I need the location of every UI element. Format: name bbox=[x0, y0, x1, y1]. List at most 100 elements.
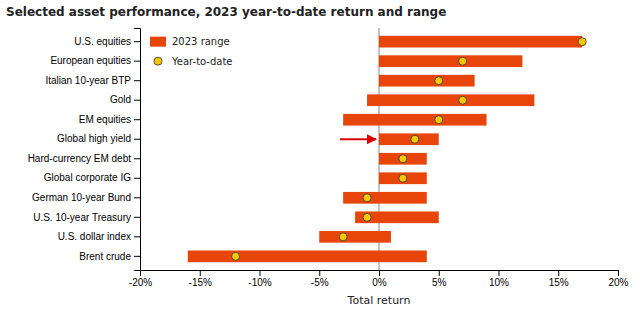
ytd-dot bbox=[399, 155, 407, 163]
range-bar bbox=[188, 250, 427, 262]
ytd-dot bbox=[435, 77, 443, 85]
x-tick: 10% bbox=[489, 270, 509, 288]
y-tick: Brent crude bbox=[79, 251, 140, 262]
x-tick-label: -20% bbox=[129, 277, 152, 288]
y-axis-line bbox=[134, 29, 141, 271]
y-axis: U.S. equities European equities Italian 10… bbox=[28, 29, 141, 271]
y-tick: Global corporate IG bbox=[44, 172, 140, 183]
ytd-dot bbox=[459, 96, 467, 104]
ytd-dot bbox=[363, 213, 371, 221]
ytd-dot bbox=[363, 194, 371, 202]
y-tick-label: U.S. equities bbox=[74, 36, 131, 47]
legend-swatch bbox=[154, 57, 162, 65]
y-tick-label: Gold bbox=[110, 94, 131, 105]
y-tick-mark bbox=[134, 158, 140, 159]
x-tick-mark bbox=[558, 270, 559, 276]
range-bar bbox=[379, 75, 475, 87]
x-axis: -20% -15% -10% -5% 0% 5% 10% 15% 20% bbox=[129, 270, 629, 288]
x-tick: -5% bbox=[311, 270, 329, 288]
plot-area: -20% -15% -10% -5% 0% 5% 10% 15% 20% U.S. equitie… bbox=[28, 28, 629, 288]
y-tick-mark bbox=[134, 100, 140, 101]
x-tick: -15% bbox=[189, 270, 212, 288]
ytd-dot bbox=[578, 38, 586, 46]
marks bbox=[188, 28, 586, 270]
legend: 2023 range Year-to-date bbox=[150, 36, 233, 67]
y-tick-label: Global high yield bbox=[57, 133, 131, 144]
y-tick-label: Hard-currency EM debt bbox=[28, 153, 132, 164]
range-bar bbox=[319, 231, 391, 243]
ytd-dot bbox=[339, 233, 347, 241]
x-tick-label: 15% bbox=[549, 277, 569, 288]
legend-label: Year-to-date bbox=[171, 56, 233, 67]
y-tick-label: German 10-year Bund bbox=[32, 192, 131, 203]
range-bar bbox=[379, 36, 582, 48]
y-tick-mark bbox=[134, 61, 140, 62]
range-bar bbox=[343, 192, 427, 204]
x-tick: 5% bbox=[432, 270, 447, 288]
y-tick-label: European equities bbox=[50, 55, 131, 66]
y-tick-mark bbox=[134, 41, 140, 42]
x-tick-mark bbox=[200, 270, 201, 276]
chart: -20% -15% -10% -5% 0% 5% 10% 15% 20% U.S. equitie… bbox=[0, 0, 640, 312]
y-tick: German 10-year Bund bbox=[32, 192, 140, 203]
range-bar bbox=[379, 153, 427, 165]
x-tick-label: 20% bbox=[608, 277, 628, 288]
x-tick-mark bbox=[319, 270, 320, 276]
range-bar bbox=[343, 114, 486, 126]
range-bar bbox=[379, 55, 522, 67]
y-tick-label: U.S. 10-year Treasury bbox=[33, 212, 131, 223]
x-tick-mark bbox=[499, 270, 500, 276]
y-tick-label: EM equities bbox=[79, 114, 131, 125]
legend-label: 2023 range bbox=[172, 36, 230, 47]
x-tick: -10% bbox=[248, 270, 271, 288]
range-bar bbox=[355, 211, 439, 223]
x-tick: 20% bbox=[608, 270, 628, 288]
arrow bbox=[340, 138, 376, 140]
y-tick-mark bbox=[134, 236, 140, 237]
y-tick-label: Brent crude bbox=[79, 251, 131, 262]
range-bar bbox=[367, 94, 534, 106]
y-tick-mark bbox=[134, 217, 140, 218]
x-tick-mark bbox=[439, 270, 440, 276]
y-tick-label: U.S. dollar index bbox=[58, 231, 131, 242]
ytd-dot bbox=[399, 174, 407, 182]
x-axis-line bbox=[141, 271, 619, 277]
ytd-dot bbox=[232, 252, 240, 260]
y-tick: U.S. equities bbox=[74, 36, 140, 47]
y-tick-mark bbox=[134, 178, 140, 179]
y-tick-mark bbox=[134, 119, 140, 120]
x-tick-mark bbox=[260, 270, 261, 276]
y-tick: European equities bbox=[50, 55, 140, 66]
x-tick: 0% bbox=[372, 270, 387, 288]
ytd-dot bbox=[411, 135, 419, 143]
x-tick-label: 0% bbox=[372, 277, 387, 288]
x-axis-label: Total return bbox=[347, 294, 411, 307]
y-tick: Italian 10-year BTP bbox=[45, 75, 140, 86]
y-tick: U.S. dollar index bbox=[58, 231, 140, 242]
x-tick: 15% bbox=[549, 270, 569, 288]
title: Selected asset performance, 2023 year-to… bbox=[6, 5, 446, 19]
x-tick-mark bbox=[379, 270, 380, 276]
y-tick: Global high yield bbox=[57, 133, 140, 144]
x-tick-label: 5% bbox=[432, 277, 447, 288]
legend-swatch bbox=[150, 37, 166, 47]
x-tick-label: -5% bbox=[311, 277, 329, 288]
y-tick: U.S. 10-year Treasury bbox=[33, 212, 140, 223]
range-bar bbox=[379, 133, 439, 145]
x-tick-mark bbox=[618, 270, 619, 276]
y-tick: Hard-currency EM debt bbox=[28, 153, 140, 164]
y-tick-mark bbox=[134, 197, 140, 198]
y-tick: Gold bbox=[110, 94, 140, 105]
y-tick-label: Italian 10-year BTP bbox=[45, 75, 131, 86]
y-tick-label: Global corporate IG bbox=[44, 172, 131, 183]
x-tick-label: 10% bbox=[489, 277, 509, 288]
x-tick: -20% bbox=[129, 270, 152, 288]
ytd-dot bbox=[459, 57, 467, 65]
y-tick-mark bbox=[134, 139, 140, 140]
x-tick-label: -15% bbox=[189, 277, 212, 288]
y-tick-mark bbox=[134, 80, 140, 81]
y-tick: EM equities bbox=[79, 114, 140, 125]
ytd-dot bbox=[435, 116, 443, 124]
x-tick-label: -10% bbox=[248, 277, 271, 288]
range-bar bbox=[379, 172, 427, 184]
